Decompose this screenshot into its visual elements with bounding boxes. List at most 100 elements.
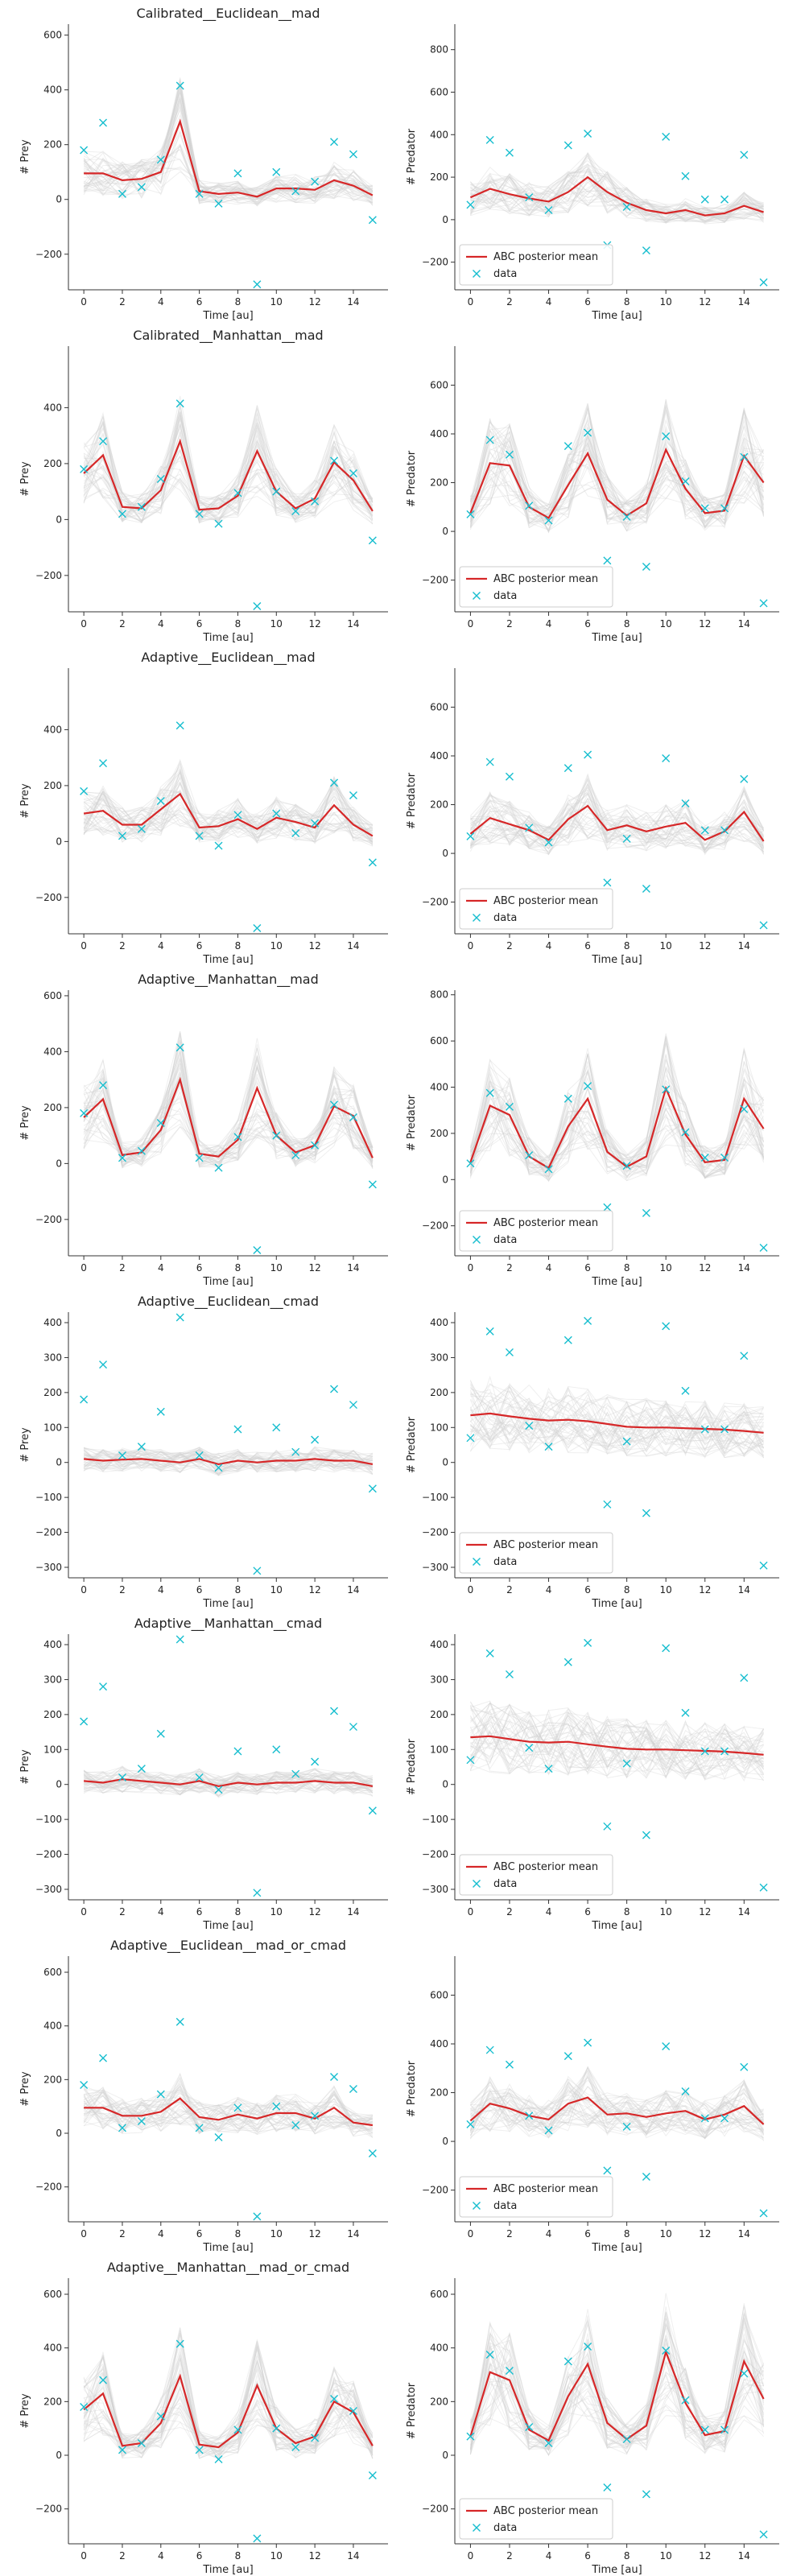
posterior-sample-line [469, 1077, 765, 1174]
posterior-sample-line [83, 423, 374, 520]
posterior-sample-line [83, 759, 374, 842]
x-axis-label: Time [au] [202, 632, 253, 644]
posterior-sample-line [470, 1389, 765, 1453]
marker-stroke [662, 432, 671, 441]
legend-marker-swatch [473, 914, 481, 922]
marker-stroke [740, 452, 749, 461]
marker-stroke [759, 921, 768, 930]
marker-stroke [214, 1163, 223, 1172]
posterior-sample-line [83, 770, 374, 841]
posterior-mean-line [469, 2349, 765, 2442]
y-tick-label: −200 [422, 1527, 448, 1538]
posterior-sample-line [83, 1449, 374, 1475]
marker-stroke [99, 437, 108, 446]
x-tick-label: 8 [235, 2228, 242, 2240]
data-point-marker [759, 599, 768, 608]
data-point-marker [525, 1151, 534, 1160]
legend: ABC posterior mean data [459, 1854, 613, 1896]
marker-stroke [642, 1509, 650, 1517]
y-tick-label: −200 [422, 1220, 448, 1232]
marker-stroke [330, 1385, 339, 1393]
data-point-marker [700, 1154, 709, 1162]
marker-stroke [272, 487, 281, 496]
posterior-sample-line [83, 1051, 374, 1167]
posterior-sample-line [83, 2375, 374, 2456]
data-point-marker [233, 1425, 242, 1434]
y-tick-label: 400 [43, 402, 62, 413]
posterior-mean-line [470, 1735, 764, 1756]
posterior-sample-line [469, 448, 764, 532]
posterior-sample-line [83, 2085, 373, 2134]
posterior-sample-line [469, 1033, 764, 1179]
x-tick-label: 2 [506, 1584, 513, 1596]
posterior-sample-line [470, 1711, 764, 1781]
data-point-marker [603, 1203, 612, 1212]
marker-stroke [253, 1567, 262, 1575]
posterior-sample-line [83, 2355, 374, 2460]
posterior-sample-line [83, 2085, 373, 2132]
posterior-sample-line [469, 2331, 765, 2450]
y-tick-label: 400 [430, 428, 448, 440]
y-tick-label: 0 [56, 194, 62, 205]
y-tick-label: −300 [35, 1884, 62, 1895]
x-tick-label: 6 [584, 1584, 591, 1596]
x-tick-label: 14 [347, 1906, 359, 1918]
posterior-sample-line [470, 172, 764, 219]
data-point-marker [368, 1180, 377, 1189]
y-axis-label: # Predator [406, 772, 418, 829]
posterior-sample-line [470, 163, 764, 219]
marker-stroke [368, 858, 377, 867]
marker-stroke [118, 1773, 126, 1782]
x-tick-label: 6 [196, 940, 203, 952]
x-axis-label: Time [au] [202, 2242, 253, 2254]
marker-stroke [272, 1745, 281, 1754]
legend-label-data: data [493, 1556, 517, 1568]
posterior-sample-line [469, 2087, 764, 2132]
posterior-sample-line [469, 452, 764, 527]
posterior-sample-line [470, 1708, 764, 1771]
marker-stroke [700, 2425, 709, 2434]
marker-stroke [156, 797, 165, 805]
posterior-sample-line [83, 1063, 374, 1169]
y-tick-label: 300 [43, 1352, 62, 1363]
marker-stroke [118, 2124, 126, 2132]
x-tick-label: 14 [738, 1262, 750, 1274]
posterior-sample-line [83, 431, 374, 518]
posterior-sample-line [83, 762, 374, 842]
posterior-sample-line [83, 1033, 374, 1166]
posterior-sample-line [83, 1446, 374, 1473]
posterior-sample-line [83, 442, 374, 523]
x-tick-label: 4 [158, 296, 164, 308]
data-point-marker [720, 1747, 729, 1756]
posterior-sample-line [83, 1447, 374, 1475]
posterior-sample-line [469, 1051, 765, 1180]
x-tick-label: 0 [80, 1262, 87, 1274]
data-point-marker [505, 2367, 514, 2375]
y-tick-label: 200 [430, 1709, 448, 1720]
posterior-sample-line [470, 2317, 765, 2448]
data-markers [80, 1635, 377, 1897]
posterior-sample-line [470, 790, 765, 852]
posterior-sample-line [470, 190, 764, 223]
posterior-mean-line [469, 175, 764, 217]
marker-stroke [642, 562, 650, 571]
posterior-sample-line [470, 1113, 765, 1182]
data-markers [80, 721, 377, 933]
posterior-sample-line [83, 422, 374, 522]
marker-stroke [700, 504, 709, 513]
posterior-sample-line [469, 1088, 764, 1179]
posterior-sample-line [469, 786, 765, 847]
marker-stroke [99, 118, 108, 127]
x-tick-label: 14 [347, 2228, 359, 2240]
data-point-marker [603, 878, 612, 887]
posterior-sample-line [83, 2351, 374, 2458]
data-point-marker [759, 2530, 768, 2539]
posterior-sample-line [469, 2326, 765, 2454]
posterior-sample-line [470, 184, 764, 222]
y-tick-label: 200 [430, 171, 448, 183]
posterior-sample-line [469, 2322, 764, 2457]
marker-stroke [156, 475, 165, 483]
posterior-sample-line [469, 2081, 765, 2139]
data-point-marker [80, 1717, 89, 1726]
y-tick-label: −200 [422, 897, 448, 908]
